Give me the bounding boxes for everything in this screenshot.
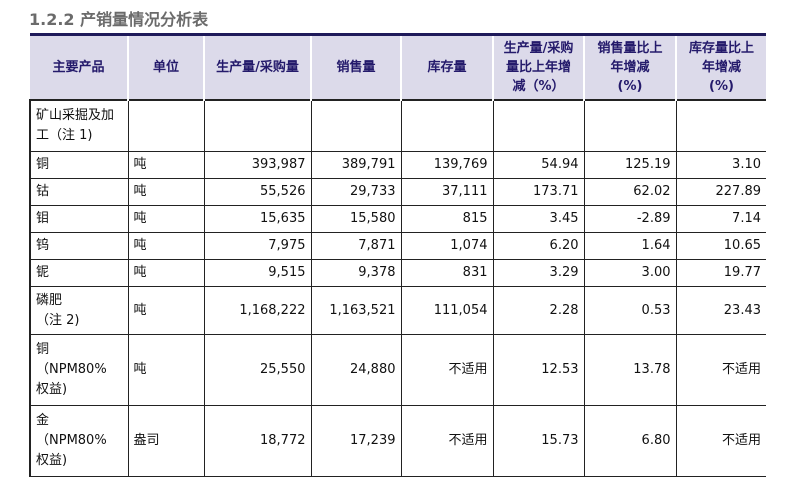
inventory-yoy-cell: 10.65 (675, 232, 766, 260)
table-row: 铌 吨 9,515 9,378 831 3.29 3.00 19.77 (29, 259, 766, 287)
table-header-row: 主要产品 单位 生产量/采购量 销售量 库存量 生产量/采购 量比上年增 减（%… (30, 34, 766, 100)
header-product: 主要产品 (30, 34, 129, 100)
unit-cell: 吨 (127, 334, 205, 406)
product-cell: 金 （NPM80% 权益) (29, 405, 129, 477)
header-sales: 销售量 (310, 34, 402, 100)
product-cell: 钨 (29, 232, 129, 260)
unit-cell: 吨 (127, 205, 205, 233)
inventory-yoy-cell: 不适用 (675, 405, 766, 477)
sales-cell: 1,163,521 (310, 286, 402, 335)
header-production-yoy: 生产量/采购 量比上年增 减（%） (492, 34, 585, 100)
production-yoy-cell: 54.94 (492, 151, 585, 179)
sales-cell: 9,378 (310, 259, 402, 287)
sales-yoy-cell: 125.19 (583, 151, 677, 179)
section-label: 矿山采掘及加 工（注 1) (29, 99, 129, 152)
header-production: 生产量/采购量 (203, 34, 312, 100)
sales-yoy-cell: -2.89 (583, 205, 677, 233)
production-cell: 18,772 (203, 405, 312, 477)
product-cell: 钼 (29, 205, 129, 233)
sales-yoy-cell: 13.78 (583, 334, 677, 406)
table-row: 钨 吨 7,975 7,871 1,074 6.20 1.64 10.65 (29, 232, 766, 260)
inventory-cell: 不适用 (400, 334, 494, 406)
production-cell: 7,975 (203, 232, 312, 260)
inventory-cell: 111,054 (400, 286, 494, 335)
sales-yoy-cell: 1.64 (583, 232, 677, 260)
header-inventory: 库存量 (400, 34, 494, 100)
product-cell: 钴 (29, 178, 129, 206)
sales-cell: 17,239 (310, 405, 402, 477)
table-row: 钴 吨 55,526 29,733 37,111 173.71 62.02 22… (29, 178, 766, 206)
production-cell: 1,168,222 (203, 286, 312, 335)
sales-cell: 7,871 (310, 232, 402, 260)
header-sales-yoy: 销售量比上 年增减 (%) (583, 34, 677, 100)
production-yoy-cell: 3.29 (492, 259, 585, 287)
inventory-cell: 815 (400, 205, 494, 233)
section-row-mining: 矿山采掘及加 工（注 1) (29, 99, 766, 152)
table-row: 金 （NPM80% 权益) 盎司 18,772 17,239 不适用 15.73… (29, 405, 766, 477)
inventory-yoy-cell: 7.14 (675, 205, 766, 233)
table-row: 磷肥 （注 2) 吨 1,168,222 1,163,521 111,054 2… (29, 286, 766, 335)
sales-yoy-cell: 6.80 (583, 405, 677, 477)
inventory-cell: 1,074 (400, 232, 494, 260)
unit-cell: 吨 (127, 151, 205, 179)
sales-yoy-cell: 0.53 (583, 286, 677, 335)
product-cell: 铜 (29, 151, 129, 179)
sales-cell: 389,791 (310, 151, 402, 179)
sales-yoy-cell: 62.02 (583, 178, 677, 206)
sales-yoy-cell: 3.00 (583, 259, 677, 287)
unit-cell: 吨 (127, 232, 205, 260)
production-yoy-cell: 173.71 (492, 178, 585, 206)
production-yoy-cell: 3.45 (492, 205, 585, 233)
production-yoy-cell: 2.28 (492, 286, 585, 335)
inventory-yoy-cell: 3.10 (675, 151, 766, 179)
inventory-yoy-cell: 227.89 (675, 178, 766, 206)
product-cell: 磷肥 （注 2) (29, 286, 129, 335)
inventory-yoy-cell: 23.43 (675, 286, 766, 335)
production-cell: 25,550 (203, 334, 312, 406)
section-title: 1.2.2 产销量情况分析表 (29, 10, 209, 29)
inventory-cell: 139,769 (400, 151, 494, 179)
unit-cell: 盎司 (127, 405, 205, 477)
product-cell: 铌 (29, 259, 129, 287)
production-cell: 55,526 (203, 178, 312, 206)
table-row: 钼 吨 15,635 15,580 815 3.45 -2.89 7.14 (29, 205, 766, 233)
production-cell: 393,987 (203, 151, 312, 179)
table-row: 铜 吨 393,987 389,791 139,769 54.94 125.19… (29, 151, 766, 179)
inventory-cell: 不适用 (400, 405, 494, 477)
inventory-yoy-cell: 19.77 (675, 259, 766, 287)
inventory-cell: 37,111 (400, 178, 494, 206)
unit-cell: 吨 (127, 178, 205, 206)
product-cell: 铜 （NPM80% 权益) (29, 334, 129, 406)
production-cell: 9,515 (203, 259, 312, 287)
header-inventory-yoy: 库存量比上 年增减 (%) (675, 34, 766, 100)
table-row: 铜 （NPM80% 权益) 吨 25,550 24,880 不适用 12.53 … (29, 334, 766, 406)
production-yoy-cell: 6.20 (492, 232, 585, 260)
header-unit: 单位 (127, 34, 205, 100)
sales-cell: 15,580 (310, 205, 402, 233)
unit-cell: 吨 (127, 259, 205, 287)
inventory-yoy-cell: 不适用 (675, 334, 766, 406)
production-cell: 15,635 (203, 205, 312, 233)
sales-cell: 29,733 (310, 178, 402, 206)
unit-cell: 吨 (127, 286, 205, 335)
production-sales-table: 主要产品 单位 生产量/采购量 销售量 库存量 生产量/采购 量比上年增 减（%… (29, 33, 766, 477)
production-yoy-cell: 12.53 (492, 334, 585, 406)
production-yoy-cell: 15.73 (492, 405, 585, 477)
inventory-cell: 831 (400, 259, 494, 287)
sales-cell: 24,880 (310, 334, 402, 406)
